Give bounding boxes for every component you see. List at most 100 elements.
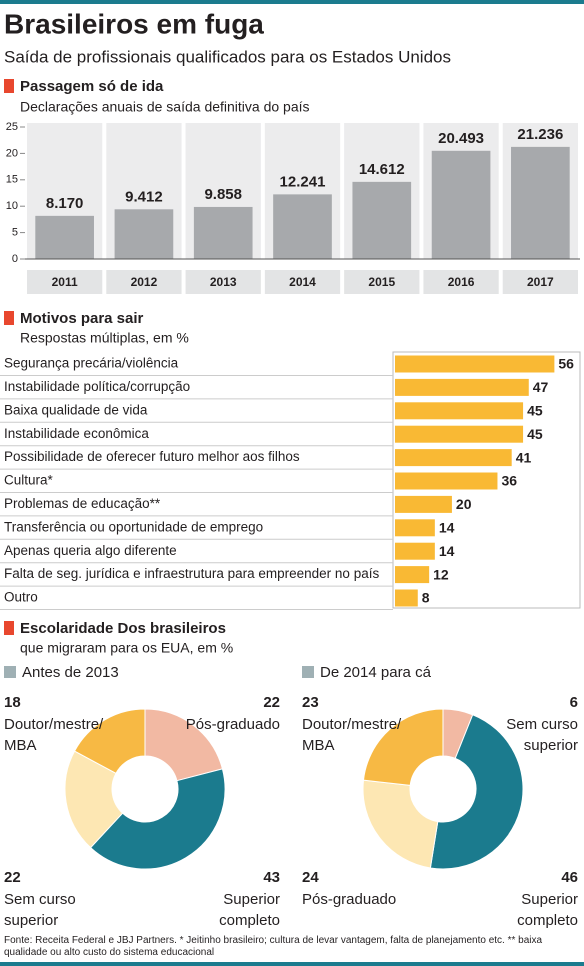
value-label: 14 [439,520,455,536]
donut-slice [362,708,444,786]
section-marker [4,621,14,635]
slice-value: 22 [4,869,21,886]
category-box [502,270,578,294]
bar [395,425,524,443]
bar [395,589,418,607]
top-rule [0,0,584,4]
slice-value: 24 [302,869,319,886]
value-label: 20.493 [438,130,484,147]
bar [431,150,491,259]
bar [35,215,94,259]
donut-slice [89,768,226,870]
bottom-rule [0,962,584,966]
section-marker [4,79,14,93]
bar [395,402,524,420]
value-label: 9.858 [204,186,242,203]
slice-label: Doutor/mestre/MBA [4,716,104,754]
category-label: Segurança precária/violência [4,356,179,371]
y-tick-label: 5 [12,227,18,239]
y-tick-label: 25 [6,121,18,133]
legend-swatch [302,666,314,678]
donut-slice [429,714,524,870]
slice-label: Doutor/mestre/MBA [302,716,402,754]
category-box [27,270,103,294]
value-label: 8.170 [46,195,84,212]
category-box [423,270,499,294]
bar [395,449,512,467]
x-tick-label: 2015 [368,275,395,289]
category-label: Cultura* [4,473,54,488]
category-box [264,270,341,294]
slice-value: 6 [570,694,578,711]
category-label: Outro [4,590,38,605]
x-tick-label: 2012 [131,275,158,289]
section-title: Passagem só de ida [20,78,164,95]
x-tick-label: 2016 [448,275,475,289]
page-subtitle: Saída de profissionais qualificados para… [4,47,451,66]
slice-value: 23 [302,694,319,711]
bar [352,181,412,259]
category-label: Baixa qualidade de vida [4,402,148,417]
source-note: Fonte: Receita Federal e JBJ Partners. *… [4,935,543,958]
slice-label: Pós-graduado [302,891,396,908]
slice-value: 22 [263,694,280,711]
slice-label: Superior completo [517,891,578,929]
category-box [106,270,182,294]
legend-label: De 2014 para cá [320,664,432,681]
bar [193,206,253,259]
x-tick-label: 2014 [289,275,316,289]
value-label: 36 [501,473,517,489]
value-label: 12 [433,566,449,582]
slice-label: Sem curso superior [4,891,76,929]
bar [395,355,555,373]
bar [395,472,498,490]
donut-slice [64,750,124,849]
slice-label: Sem curso superior [506,716,578,754]
category-label: Transferência ou oportunidade de emprego [4,519,263,534]
donut-slice [362,779,439,869]
category-box [344,270,420,294]
plot-frame [392,351,581,609]
category-label: Possibilidade de oferecer futuro melhor … [4,449,300,464]
bar [395,542,435,560]
section-subtitle: Respostas múltiplas, em % [20,330,189,346]
x-tick-label: 2011 [52,275,78,289]
value-label: 45 [527,426,543,442]
y-tick-label: 10 [6,200,18,212]
slice-label: Superior completo [219,891,280,929]
category-label: Instabilidade política/corrupção [4,379,190,394]
slice-label: Pós-graduado [186,716,280,733]
bar [511,146,570,259]
y-tick-label: 20 [6,147,18,159]
category-label: Problemas de educação** [4,496,161,511]
bar [395,519,435,537]
value-label: 56 [558,356,574,372]
y-tick-label: 15 [6,174,18,186]
bar [395,495,452,513]
section-title: Escolaridade Dos brasileiros [20,620,226,637]
section-subtitle: que migraram para os EUA, em % [20,640,233,656]
x-tick-label: 2013 [210,275,237,289]
bar [114,209,174,259]
page-title: Brasileiros em fuga [4,8,264,39]
donut-slice [144,708,224,782]
value-label: 21.236 [517,126,563,143]
x-tick-label: 2017 [527,275,554,289]
value-label: 14.612 [359,161,405,178]
value-label: 47 [533,379,549,395]
value-label: 41 [516,449,532,465]
value-label: 20 [456,496,472,512]
slice-value: 18 [4,694,21,711]
bar [273,194,332,259]
section-title: Motivos para sair [20,310,144,327]
category-label: Apenas queria algo diferente [4,543,177,558]
donut-slice [73,708,146,775]
slice-value: 43 [263,869,280,886]
value-label: 45 [527,403,543,419]
bar [395,566,430,584]
slice-value: 46 [561,869,578,886]
y-tick-label: 0 [12,253,18,265]
bar [395,378,529,396]
